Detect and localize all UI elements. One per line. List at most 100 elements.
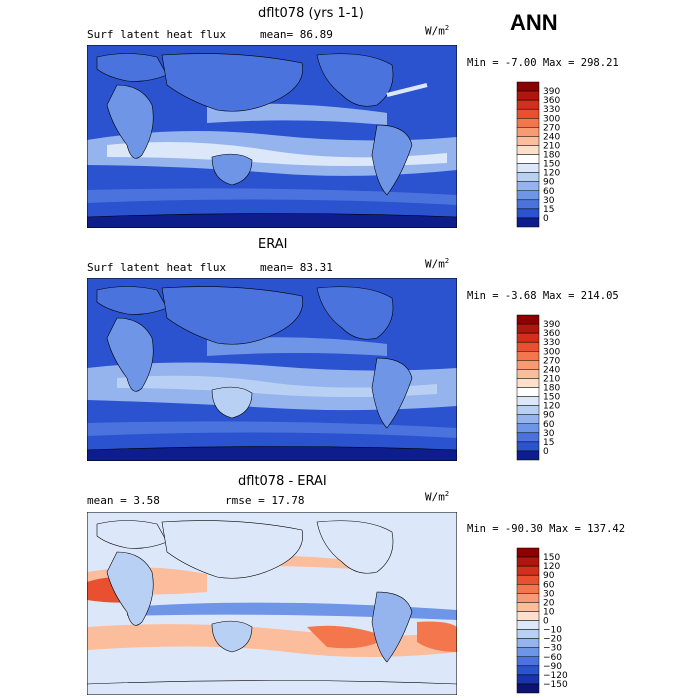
continent-australia (211, 153, 253, 186)
colorbar-tick-label: −20 (543, 635, 562, 645)
continent-europe (96, 53, 168, 82)
colorbar-swatch (516, 360, 540, 370)
panel-1-map (87, 45, 457, 228)
colorbar-tick-label: −150 (543, 680, 568, 690)
continent-south-america (371, 357, 413, 429)
colorbar-tick-label: 20 (543, 598, 555, 608)
panel-3-mean: mean = 3.58 (87, 494, 160, 507)
panel-2-minmax: Min = -3.68 Max = 214.05 (467, 290, 619, 302)
colorbar-tick-label: 240 (543, 365, 560, 375)
continent-africa (106, 84, 154, 159)
colorbar-tick-label: 120 (543, 169, 560, 179)
colorbar-swatch (516, 181, 540, 191)
colorbar-tick-label: 90 (543, 571, 555, 581)
colorbar-tick-label: −60 (543, 653, 562, 663)
colorbar-swatch (516, 396, 540, 406)
colorbar-swatch (516, 154, 540, 164)
colorbar-swatch (516, 351, 540, 361)
colorbar-swatch (516, 199, 540, 210)
colorbar-swatch (516, 450, 540, 461)
colorbar-swatch (516, 593, 540, 603)
colorbar-tick-label: 240 (543, 132, 560, 142)
warm-anomaly-s-atlantic (417, 621, 457, 652)
panel-2-title: ERAI (258, 237, 288, 252)
colorbar-tick-label: 60 (543, 580, 555, 590)
antarctica (87, 213, 457, 228)
colorbar-tick-label: 90 (543, 411, 555, 421)
continent-north-america (316, 53, 394, 107)
continent-africa (106, 551, 154, 626)
colorbar-tick-label: −30 (543, 644, 562, 654)
colorbar-tick-label: 180 (543, 384, 560, 394)
colorbar-swatch (516, 145, 540, 155)
colorbar-tick-label: 60 (543, 187, 555, 197)
colorbar-swatch (516, 387, 540, 397)
continent-europe (96, 520, 168, 549)
colorbar-swatch (516, 81, 540, 92)
colorbar-swatch (516, 332, 540, 343)
antarctica (87, 680, 457, 695)
continent-australia (211, 386, 253, 419)
warm-anomaly-south (87, 624, 457, 657)
colorbar-swatch (516, 208, 540, 219)
colorbar-tick-label: 10 (543, 607, 555, 617)
colorbar-swatch (516, 584, 540, 594)
colorbar-swatch (516, 314, 540, 325)
colorbar-swatch (516, 378, 540, 388)
colorbar-tick-label: 30 (543, 589, 555, 599)
colorbar-swatch (516, 574, 540, 585)
tropical-core (107, 141, 447, 166)
colorbar-swatch (516, 547, 540, 558)
panel-3-minmax: Min = -90.30 Max = 137.42 (467, 523, 626, 535)
colorbar-tick-label: 360 (543, 329, 560, 339)
colorbar-tick-label: 90 (543, 178, 555, 188)
colorbar-swatch (516, 136, 540, 146)
panel-1-mean: mean= 86.89 (260, 28, 333, 41)
panel-1-variable: Surf latent heat flux (87, 28, 227, 41)
colorbar-tick-label: 150 (543, 160, 560, 170)
colorbar-tick-label: 150 (543, 553, 560, 563)
continent-north-america (316, 520, 394, 574)
colorbar-swatch (516, 611, 540, 621)
colorbar-swatch (516, 341, 540, 352)
antarctica (87, 446, 457, 461)
southern-band (87, 188, 457, 205)
colorbar-tick-label: 330 (543, 338, 560, 348)
continent-south-america (371, 124, 413, 196)
colorbar-tick-label: 210 (543, 141, 560, 151)
colorbar-swatch (516, 432, 540, 443)
continent-north-america (316, 286, 394, 340)
colorbar-tick-label: −120 (543, 671, 568, 681)
colorbar-tick-label: 0 (543, 447, 549, 457)
colorbar-tick-label: 30 (543, 196, 555, 206)
colorbar-tick-label: 15 (543, 438, 554, 448)
colorbar-tick-label: 360 (543, 96, 560, 106)
colorbar-tick-label: 300 (543, 114, 560, 124)
colorbar-swatch (516, 665, 540, 676)
colorbar-swatch (516, 127, 540, 137)
panel-3-units: W/m2 (425, 490, 450, 504)
colorbar-tick-label: 210 (543, 374, 560, 384)
colorbar-swatch (516, 163, 540, 173)
colorbar-swatch (516, 190, 540, 201)
colorbar-swatch (516, 90, 540, 101)
colorbar-swatch (516, 638, 540, 648)
continent-south-america (371, 591, 413, 663)
colorbar-tick-label: 0 (543, 214, 549, 224)
colorbar-swatch (516, 217, 540, 228)
continent-australia (211, 620, 253, 653)
colorbar-tick-label: 330 (543, 105, 560, 115)
colorbar-tick-label: 60 (543, 420, 555, 430)
colorbar-swatch (516, 172, 540, 182)
season-label: ANN (510, 10, 558, 35)
colorbar-swatch (516, 118, 540, 128)
colorbar-swatch (516, 620, 540, 630)
colorbar-tick-label: 15 (543, 205, 554, 215)
colorbar-swatch (516, 369, 540, 379)
colorbar-swatch (516, 565, 540, 576)
colorbar-tick-label: 150 (543, 393, 560, 403)
colorbar-tick-label: −90 (543, 662, 562, 672)
colorbar-swatch (516, 647, 540, 657)
colorbar-swatch (516, 423, 540, 434)
